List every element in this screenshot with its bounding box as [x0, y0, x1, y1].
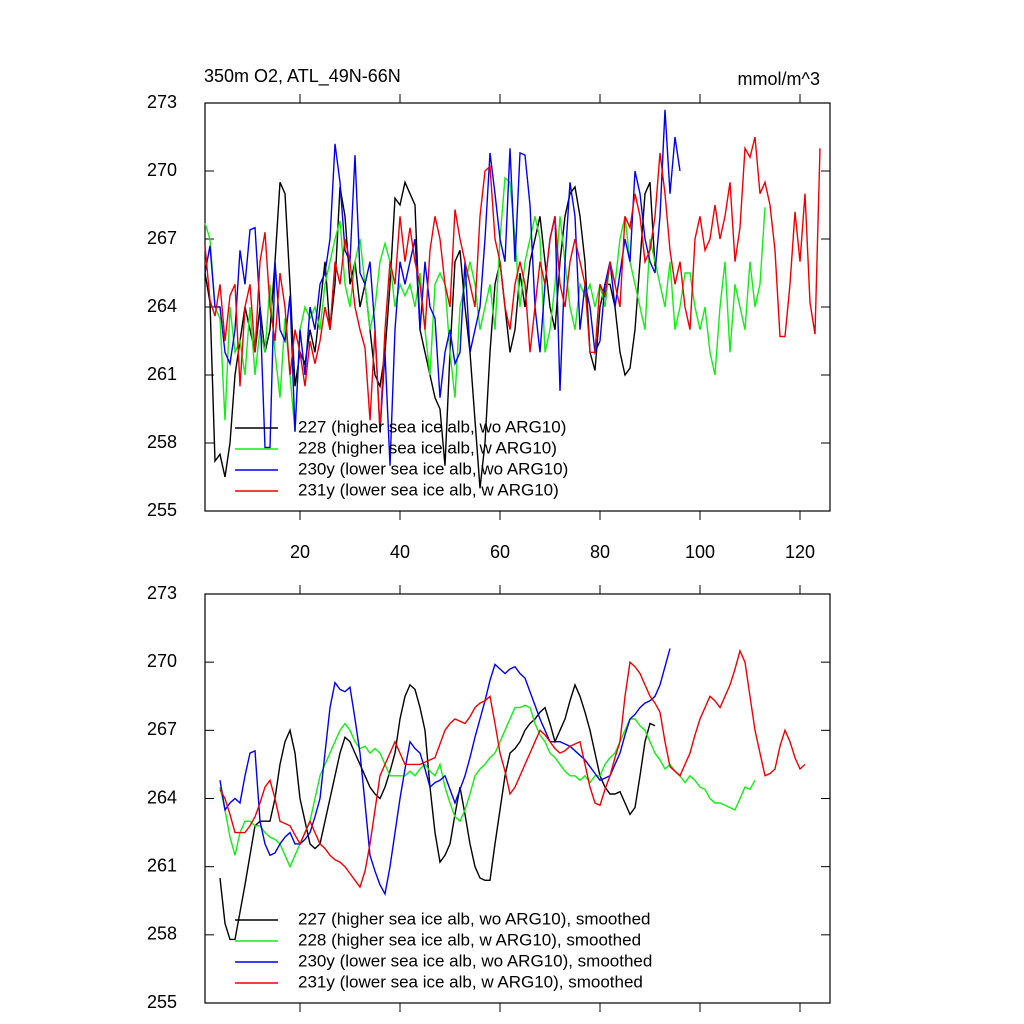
y-tick-label: 270 [147, 651, 177, 671]
series-line [204, 109, 681, 466]
y-tick-label: 273 [147, 583, 177, 603]
legend-label: 230y (lower sea ice alb, wo ARG10) [298, 459, 568, 478]
x-tick-label: 120 [785, 542, 815, 562]
y-tick-label: 255 [147, 992, 177, 1012]
series-line [219, 682, 656, 941]
x-tick-label: 60 [490, 542, 510, 562]
legend-label: 230y (lower sea ice alb, wo ARG10), smoo… [298, 951, 652, 970]
legend-label: 231y (lower sea ice alb, w ARG10) [298, 480, 559, 499]
chart-title: 350m O2, ATL_49N-66N [204, 66, 401, 87]
y-tick-label: 273 [147, 92, 177, 112]
legend-label: 228 (higher sea ice alb, w ARG10) [298, 438, 557, 457]
y-tick-label: 270 [147, 160, 177, 180]
series-line [204, 136, 821, 432]
x-tick-label: 40 [390, 542, 410, 562]
series-line [219, 648, 671, 896]
y-tick-label: 264 [147, 296, 177, 316]
y-tick-label: 258 [147, 924, 177, 944]
legend-label: 231y (lower sea ice alb, w ARG10), smoot… [298, 972, 643, 991]
legend-label: 227 (higher sea ice alb, wo ARG10) [298, 417, 566, 436]
y-tick-label: 255 [147, 500, 177, 520]
y-tick-label: 267 [147, 719, 177, 739]
y-tick-label: 258 [147, 432, 177, 452]
series-line [219, 648, 806, 889]
y-tick-label: 261 [147, 855, 177, 875]
x-tick-label: 20 [290, 542, 310, 562]
x-tick-label: 100 [685, 542, 715, 562]
x-tick-label: 80 [590, 542, 610, 562]
y-tick-label: 264 [147, 787, 177, 807]
legend-label: 228 (higher sea ice alb, w ARG10), smoot… [298, 930, 641, 949]
legend-label: 227 (higher sea ice alb, wo ARG10), smoo… [298, 909, 650, 928]
y-tick-label: 267 [147, 228, 177, 248]
units-label: mmol/m^3 [738, 69, 820, 89]
y-tick-label: 261 [147, 364, 177, 384]
